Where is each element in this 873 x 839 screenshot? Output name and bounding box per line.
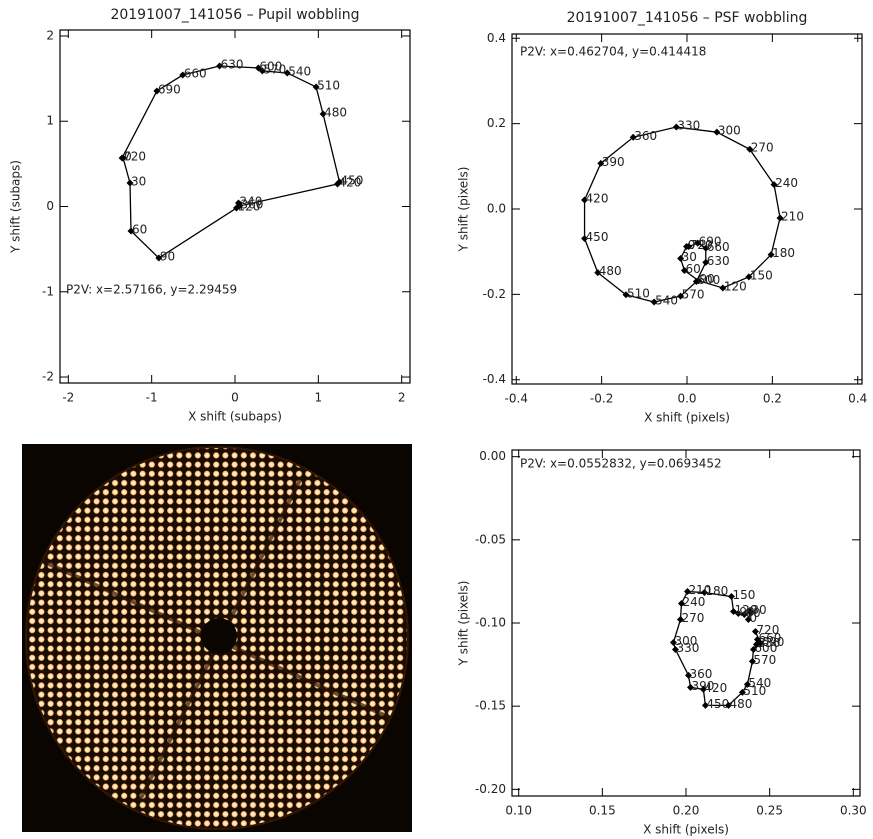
point-label: 240: [775, 176, 798, 190]
y-tick-label: 0.4: [487, 31, 506, 45]
point-label: 540: [655, 294, 678, 308]
point-label: 300: [718, 124, 741, 138]
annotation: P2V: x=2.57166, y=2.29459: [66, 283, 237, 297]
y-tick-label: -0.4: [483, 372, 506, 386]
point-label: 120: [735, 603, 758, 617]
point-label: 360: [241, 197, 264, 211]
point-label: 600: [259, 59, 282, 73]
point-label: 510: [627, 286, 650, 300]
point-label: 540: [288, 64, 311, 78]
point-label: 570: [682, 288, 705, 302]
y-tick-label: 0.2: [487, 116, 506, 130]
y-tick-label: 0: [46, 199, 54, 213]
annotation: P2V: x=0.462704, y=0.414418: [520, 45, 706, 59]
pupil-image: [22, 444, 412, 832]
y-tick-label: -0.2: [483, 287, 506, 301]
x-tick-label: 0.20: [673, 804, 700, 818]
y-tick-label: -0.10: [475, 616, 506, 630]
y-axis-label: Y shift (pixels): [457, 167, 471, 253]
point-label: 150: [750, 268, 773, 282]
x-tick-label: 2: [398, 391, 406, 405]
point-label: 690: [761, 635, 784, 649]
point-label: 30: [131, 174, 146, 188]
y-tick-label: -0.20: [475, 782, 506, 796]
x-tick-label: -2: [62, 391, 74, 405]
point-label: 660: [184, 67, 207, 81]
point-label: 150: [733, 588, 756, 602]
point-label: 270: [751, 141, 774, 155]
point-label: 420: [704, 681, 727, 695]
figure: 20191007_141056 – Pupil wobbling X shift …: [0, 0, 873, 839]
plot-frame: [512, 34, 862, 384]
x-axis-label: X shift (subaps): [188, 410, 282, 424]
point-label: 480: [729, 697, 752, 711]
point-label: 210: [781, 209, 804, 223]
point-label: 450: [586, 230, 609, 244]
y-tick-label: -1: [42, 284, 54, 298]
point-label: 120: [724, 279, 747, 293]
point-label: 390: [602, 155, 625, 169]
point-label: 330: [676, 641, 699, 655]
y-tick-label: 1: [46, 114, 54, 128]
y-tick-label: -2: [42, 370, 54, 384]
point-label: 480: [324, 105, 347, 119]
y-tick-label: 0.0: [487, 202, 506, 216]
x-tick-label: -0.2: [590, 392, 613, 406]
point-label: 360: [634, 129, 657, 143]
point-label: 420: [586, 192, 609, 206]
x-axis-label: X shift (pixels): [643, 823, 729, 837]
point-label: 270: [681, 611, 704, 625]
point-label: 570: [753, 653, 776, 667]
point-label: 720: [123, 149, 146, 163]
y-tick-label: 0.00: [479, 449, 506, 463]
x-tick-label: -1: [146, 391, 158, 405]
point-label: 720: [756, 623, 779, 637]
y-axis-label: Y shift (pixels): [457, 581, 471, 667]
point-label: 60: [132, 222, 147, 236]
x-tick-label: 0: [231, 391, 239, 405]
y-tick-label: -0.15: [475, 699, 506, 713]
x-tick-label: 0.0: [677, 392, 696, 406]
page: {"chart_data": [ {"type": "line", "title…: [0, 0, 873, 839]
point-label: 720: [690, 238, 713, 252]
y-tick-label: 2: [46, 28, 54, 42]
point-label: 630: [221, 57, 244, 71]
data-line: [122, 66, 339, 258]
x-tick-label: 1: [315, 391, 323, 405]
point-label: 450: [706, 697, 729, 711]
point-label: 510: [317, 78, 340, 92]
point-label: 480: [599, 264, 622, 278]
point-label: 540: [748, 676, 771, 690]
x-tick-label: -0.4: [505, 392, 528, 406]
point-label: 330: [677, 119, 700, 133]
x-tick-label: 0.4: [848, 392, 867, 406]
point-label: 450: [341, 174, 364, 188]
x-tick-label: 0.25: [756, 804, 783, 818]
point-label: 240: [682, 595, 705, 609]
x-tick-label: 0.10: [505, 804, 532, 818]
point-label: 90: [160, 250, 175, 264]
x-tick-label: 0.2: [763, 392, 782, 406]
chart-title: 20191007_141056 – PSF wobbling: [567, 10, 808, 26]
point-label: 690: [158, 82, 181, 96]
point-label: 630: [707, 254, 730, 268]
chart-title: 20191007_141056 – Pupil wobbling: [110, 7, 359, 23]
point-label: 180: [772, 246, 795, 260]
y-axis-label: Y shift (subaps): [9, 160, 23, 254]
x-tick-label: 0.30: [840, 804, 867, 818]
point-label: 600: [697, 273, 720, 287]
x-axis-label: X shift (pixels): [644, 411, 730, 425]
y-tick-label: -0.05: [475, 532, 506, 546]
annotation: P2V: x=0.0552832, y=0.0693452: [520, 457, 722, 471]
x-tick-label: 0.15: [589, 804, 616, 818]
